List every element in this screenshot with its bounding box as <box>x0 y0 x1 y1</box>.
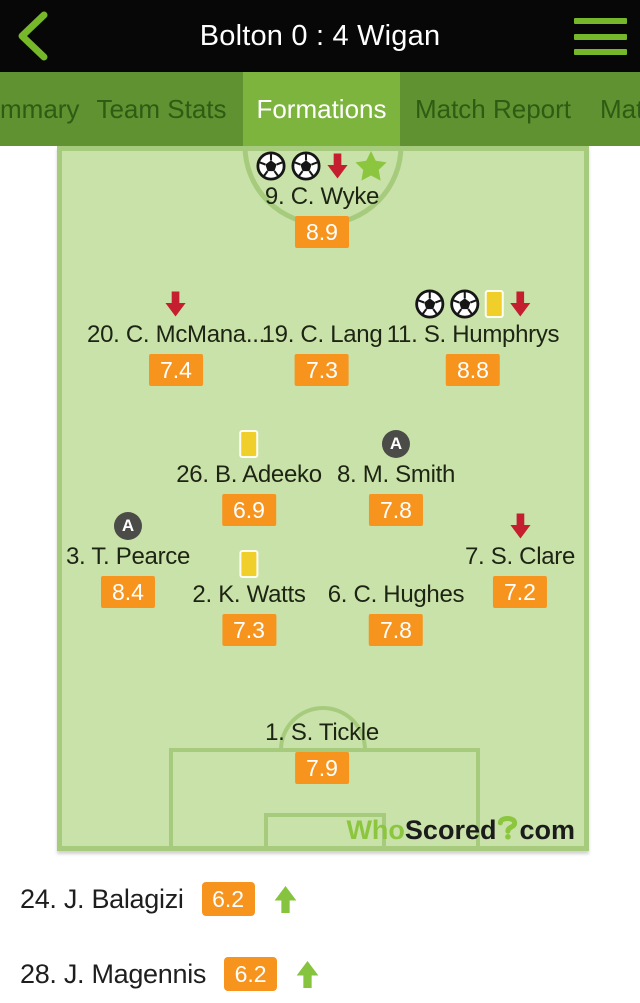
substitutes-list: 24. J. Balagizi 6.2 28. J. Magennis 6.2 <box>20 878 620 1003</box>
player-name: 11. S. Humphrys <box>386 321 560 348</box>
menu-button[interactable] <box>574 18 627 55</box>
substitute-rating: 6.2 <box>201 882 255 916</box>
player-11-s-humphrys[interactable]: 11. S. Humphrys 8.8 <box>386 288 560 386</box>
substitute-name: 28. J. Magennis <box>20 958 207 989</box>
player-7-s-clare[interactable]: 7. S. Clare 7.2 <box>465 510 575 608</box>
watermark-who: Who <box>346 815 405 845</box>
yellow-card-icon <box>239 550 259 578</box>
tab-mmary[interactable]: mmary <box>0 93 80 124</box>
player-name: 20. C. McMana... <box>87 321 265 348</box>
player-status-icons: A <box>337 428 455 460</box>
player-status-icons <box>265 686 379 718</box>
tab-match-report[interactable]: Match Report <box>414 93 572 124</box>
sub-on-arrow-icon <box>296 960 319 988</box>
watermark-com: com <box>519 815 575 845</box>
player-status-icons <box>176 428 322 460</box>
formation-pitch: WhoScored com 9. C. Wyke 8.9 20. C. McMana.… <box>57 146 589 851</box>
player-rating: 7.3 <box>294 354 349 386</box>
player-2-k-watts[interactable]: 2. K. Watts 7.3 <box>192 548 306 646</box>
player-name: 2. K. Watts <box>192 581 306 608</box>
back-chevron-icon <box>18 11 48 61</box>
player-status-icons <box>256 150 388 182</box>
goal-ball-icon <box>414 289 445 319</box>
tab-bar: mmary Team Stats Formations Match Report Mat <box>0 72 640 146</box>
player-rating: 6.9 <box>222 494 276 526</box>
player-status-icons <box>192 548 305 580</box>
player-name: 6. C. Hughes <box>327 581 465 608</box>
goal-ball-icon <box>291 151 321 181</box>
player-name: 8. M. Smith <box>336 461 456 488</box>
player-name: 26. B. Adeeko <box>176 461 322 488</box>
player-status-icons <box>262 288 383 320</box>
man-of-match-star-icon <box>355 150 387 181</box>
player-status-icons <box>465 510 575 542</box>
player-status-icons: A <box>66 510 190 542</box>
player-name: 19. C. Lang <box>261 321 383 348</box>
player-rating: 8.4 <box>101 576 155 608</box>
sub-off-arrow-icon <box>165 291 187 317</box>
hamburger-icon <box>574 18 627 24</box>
player-rating: 7.4 <box>149 354 203 386</box>
player-status-icons <box>328 548 464 580</box>
substitute-rating: 6.2 <box>224 957 278 991</box>
player-9-c-wyke[interactable]: 9. C. Wyke 8.9 <box>256 150 388 248</box>
player-19-c-lang[interactable]: 19. C. Lang 7.3 <box>262 288 383 386</box>
player-status-icons <box>87 288 265 320</box>
player-name: 9. C. Wyke <box>264 183 380 210</box>
player-3-t-pearce[interactable]: A 3. T. Pearce 8.4 <box>66 510 190 608</box>
goal-ball-icon <box>449 289 480 319</box>
substitute-24-j-balagizi[interactable]: 24. J. Balagizi 6.2 <box>20 878 620 920</box>
player-20-c-mcmana[interactable]: 20. C. McMana... 7.4 <box>87 288 265 386</box>
player-rating: 7.9 <box>295 752 349 784</box>
match-title: Bolton 0 : 4 Wigan <box>199 19 441 52</box>
substitute-name: 24. J. Balagizi <box>20 883 184 914</box>
assist-badge-icon: A <box>382 430 410 458</box>
whoscored-watermark: WhoScored com <box>346 814 575 846</box>
player-rating: 7.3 <box>222 614 276 646</box>
player-status-icons <box>387 288 559 320</box>
player-rating: 7.2 <box>493 576 547 608</box>
player-name: 7. S. Clare <box>464 543 576 570</box>
tab-formations[interactable]: Formations <box>243 72 400 146</box>
player-name: 1. S. Tickle <box>265 719 379 746</box>
player-rating: 7.8 <box>368 614 423 646</box>
player-8-m-smith[interactable]: A 8. M. Smith 7.8 <box>337 428 455 526</box>
sub-off-arrow-icon <box>327 153 348 179</box>
watermark-scored: Scored <box>404 815 497 845</box>
tab-team-stats[interactable]: Team Stats <box>96 93 227 124</box>
assist-badge-icon: A <box>114 512 142 540</box>
question-mark-icon <box>498 815 518 840</box>
back-button[interactable] <box>12 10 54 62</box>
player-26-b-adeeko[interactable]: 26. B. Adeeko 6.9 <box>176 428 322 526</box>
player-rating: 8.8 <box>446 354 500 386</box>
top-bar: Bolton 0 : 4 Wigan <box>0 0 640 72</box>
tab-mat[interactable]: Mat <box>600 93 640 124</box>
player-rating: 8.9 <box>295 216 349 248</box>
player-6-c-hughes[interactable]: 6. C. Hughes 7.8 <box>327 548 465 646</box>
sub-off-arrow-icon <box>509 291 531 317</box>
player-rating: 7.8 <box>369 494 423 526</box>
goal-ball-icon <box>256 151 286 181</box>
yellow-card-icon <box>484 290 504 318</box>
substitute-28-j-magennis[interactable]: 28. J. Magennis 6.2 <box>20 953 620 995</box>
player-name: 3. T. Pearce <box>65 543 191 570</box>
yellow-card-icon <box>239 430 259 458</box>
sub-on-arrow-icon <box>274 885 296 913</box>
player-1-s-tickle[interactable]: 1. S. Tickle 7.9 <box>265 686 379 784</box>
sub-off-arrow-icon <box>509 513 531 539</box>
